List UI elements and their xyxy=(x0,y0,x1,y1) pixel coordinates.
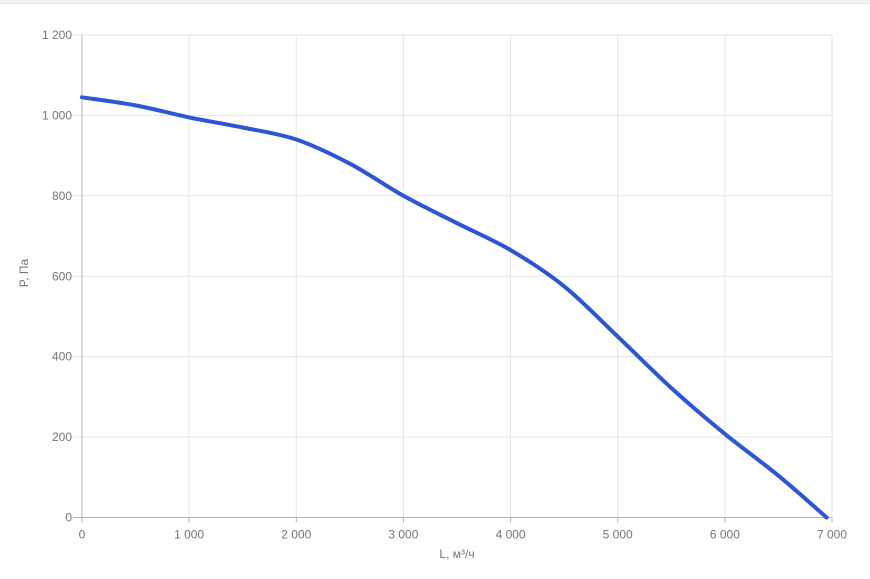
x-tick-label: 7 000 xyxy=(817,528,847,542)
x-tick-label: 4 000 xyxy=(496,528,526,542)
y-tick-label: 200 xyxy=(52,430,72,444)
x-tick-label: 1 000 xyxy=(174,528,204,542)
x-tick-label: 3 000 xyxy=(388,528,418,542)
y-tick-label: 0 xyxy=(65,511,72,525)
x-tick-label: 5 000 xyxy=(603,528,633,542)
x-tick-label: 0 xyxy=(79,528,86,542)
y-tick-label: 600 xyxy=(52,269,72,283)
fan-curve-line xyxy=(80,95,829,520)
x-tick-label: 2 000 xyxy=(281,528,311,542)
x-tick-label: 6 000 xyxy=(710,528,740,542)
y-axis-title: P, Па xyxy=(17,258,31,288)
card-top-divider xyxy=(0,0,870,4)
y-tick-label: 800 xyxy=(52,189,72,203)
y-tick-label: 1 200 xyxy=(42,28,72,42)
y-tick-label: 400 xyxy=(52,350,72,364)
x-axis-title: L, м³/ч xyxy=(439,547,475,561)
y-tick-label: 1 000 xyxy=(42,108,72,122)
